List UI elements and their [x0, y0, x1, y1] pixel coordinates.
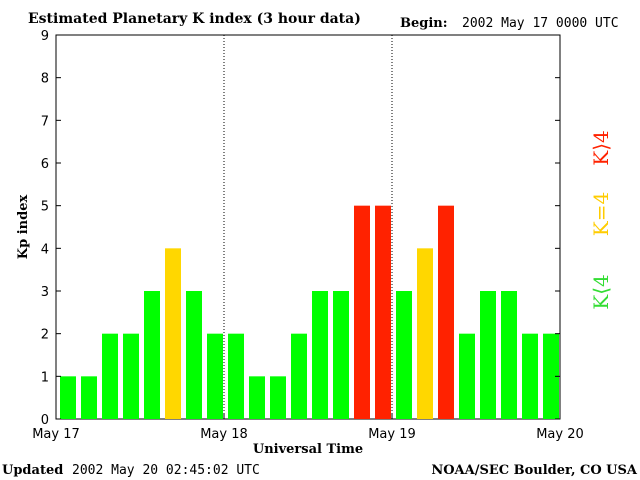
kp-bar [144, 291, 160, 419]
kp-bar [165, 248, 181, 419]
y-tick-label: 7 [41, 114, 49, 129]
x-axis-label: Universal Time [253, 442, 363, 457]
y-tick-label: 0 [41, 413, 49, 428]
legend-equal-4: K=4 [589, 192, 613, 236]
source-credit: NOAA/SEC Boulder, CO USA [431, 463, 638, 478]
begin-value: 2002 May 17 0000 UTC [462, 16, 619, 31]
x-tick-label: May 18 [200, 427, 248, 442]
y-axis-label: Kp index [16, 195, 31, 260]
updated-label: Updated [2, 463, 63, 478]
legend-above-4: K⟩4 [589, 130, 613, 165]
kp-bar [459, 333, 475, 419]
chart-title: Estimated Planetary K index (3 hour data… [28, 11, 361, 27]
y-tick-label: 9 [41, 29, 49, 44]
kp-bar [543, 333, 559, 419]
y-tick-label: 8 [41, 72, 49, 87]
kp-bar [417, 248, 433, 419]
kp-bar [207, 333, 223, 419]
kp-bar [60, 376, 76, 419]
kp-bar [354, 205, 370, 419]
x-tick-label: May 20 [536, 427, 584, 442]
kp-bar [480, 291, 496, 419]
kp-bar [102, 333, 118, 419]
legend-below-4: K⟨4 [589, 274, 613, 309]
kp-bar [501, 291, 517, 419]
y-tick-label: 2 [41, 328, 49, 343]
kp-bar [291, 333, 307, 419]
y-tick-label: 5 [41, 200, 49, 215]
y-axis-ticks: 0 1 2 3 4 5 6 7 8 9 [41, 29, 560, 428]
kp-bar [312, 291, 328, 419]
kp-bar [249, 376, 265, 419]
kp-bar [186, 291, 202, 419]
kp-bar [270, 376, 286, 419]
y-tick-label: 1 [41, 370, 49, 385]
bar-series [60, 205, 559, 419]
kp-bar [123, 333, 139, 419]
kp-bar [333, 291, 349, 419]
y-tick-label: 6 [41, 157, 49, 172]
updated-value: 2002 May 20 02:45:02 UTC [72, 463, 260, 478]
kp-bar [81, 376, 97, 419]
y-tick-label: 3 [41, 285, 49, 300]
kp-bar [375, 205, 391, 419]
x-tick-label: May 19 [368, 427, 416, 442]
x-axis-ticks: May 17 May 18 May 19 May 20 [32, 414, 584, 442]
kp-bar [522, 333, 538, 419]
kp-bar [438, 205, 454, 419]
plot-frame [55, 34, 561, 420]
kp-bar [228, 333, 244, 419]
y-tick-label: 4 [41, 242, 49, 257]
x-tick-label: May 17 [32, 427, 80, 442]
kp-bar [396, 291, 412, 419]
begin-label: Begin: [400, 16, 448, 31]
day-separators [223, 35, 393, 419]
